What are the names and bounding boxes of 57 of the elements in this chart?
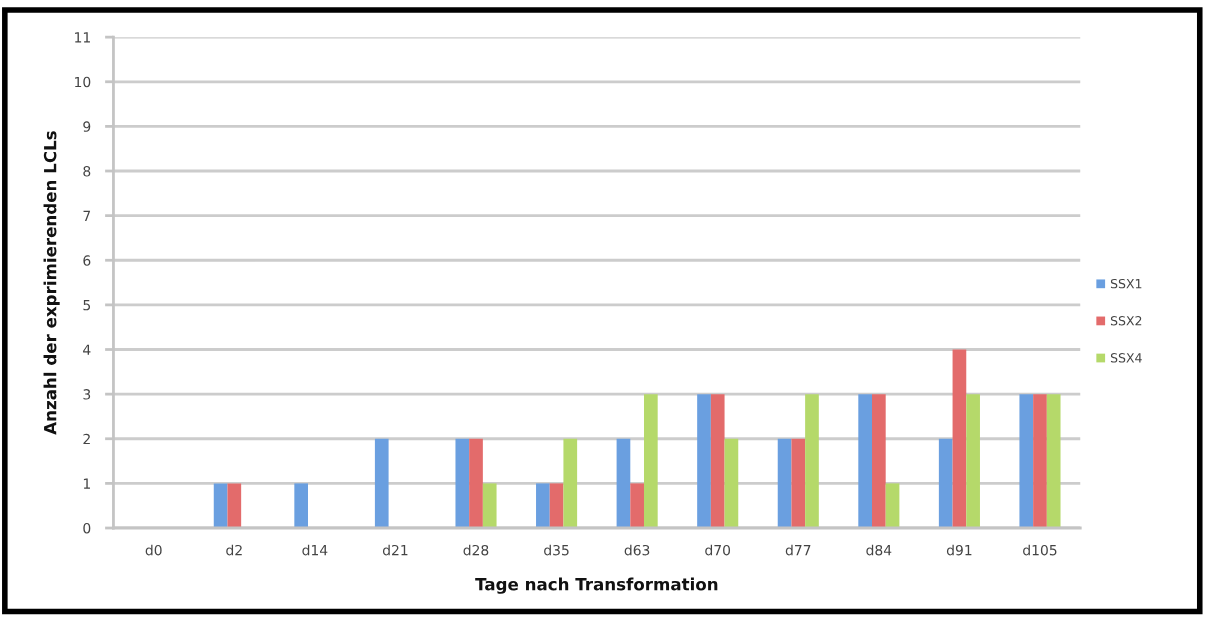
bar	[791, 438, 806, 529]
legend-label: SSX1	[1110, 278, 1142, 289]
bar	[858, 394, 872, 529]
y-tick-label: 4	[83, 344, 91, 355]
bar	[455, 438, 470, 529]
y-tick-label: 1	[83, 478, 90, 489]
bar	[469, 438, 483, 529]
bar	[872, 394, 886, 529]
x-axis-title: Tage nach Transformation	[475, 577, 718, 594]
y-axis-title: Anzahl der exprimierenden LCLs	[43, 131, 60, 435]
bar	[885, 483, 900, 529]
x-tick-label: d21	[382, 544, 408, 556]
bar	[1019, 394, 1034, 529]
bar	[294, 483, 309, 529]
y-tick-label: 2	[83, 433, 90, 445]
bar	[227, 483, 242, 529]
y-tick-label: 0	[83, 522, 91, 534]
bar	[616, 438, 631, 529]
bar	[374, 438, 389, 529]
y-tick-label: 9	[83, 121, 91, 132]
x-tick-label: d14	[302, 544, 328, 556]
bar	[952, 349, 967, 529]
bar	[1033, 394, 1047, 529]
bar	[549, 483, 564, 529]
x-tick-label: d63	[624, 544, 650, 556]
x-tick-label: d77	[785, 544, 811, 556]
x-tick-label: d105	[1023, 544, 1057, 556]
bar	[777, 438, 792, 529]
bar	[710, 394, 725, 529]
legend-label: SSX2	[1110, 316, 1142, 326]
bar	[643, 394, 658, 529]
bar	[563, 438, 578, 529]
legend-label: SSX4	[1110, 353, 1142, 363]
x-tick-label: d0	[145, 544, 162, 556]
x-tick-label: d70	[705, 544, 731, 556]
bar	[482, 483, 497, 529]
bar	[1046, 394, 1061, 529]
bar	[724, 438, 739, 529]
x-tick-label: d35	[544, 544, 569, 556]
x-tick-label: d28	[463, 544, 489, 556]
y-tick-label: 5	[83, 300, 91, 311]
y-tick-label: 6	[83, 255, 91, 266]
bar	[805, 394, 819, 529]
x-tick-label: d2	[226, 544, 242, 556]
bar	[938, 438, 953, 529]
y-tick-label: 3	[83, 389, 91, 400]
y-tick-label: 8	[83, 165, 91, 177]
bar	[966, 394, 980, 529]
bar	[536, 483, 550, 529]
y-tick-label: 10	[75, 76, 91, 88]
bar	[630, 483, 644, 529]
y-tick-label: 7	[83, 210, 91, 221]
bar	[213, 483, 228, 529]
x-tick-label: d91	[946, 544, 972, 556]
x-tick-label: d84	[866, 544, 892, 556]
bar	[697, 394, 711, 529]
y-tick-label: 11	[75, 32, 90, 43]
